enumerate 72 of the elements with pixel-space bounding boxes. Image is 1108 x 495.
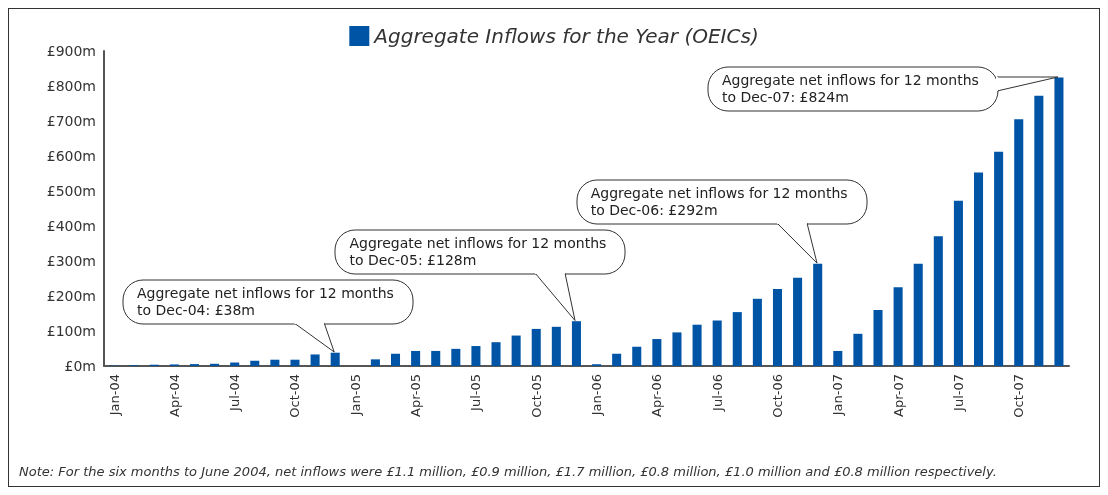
annotation: Aggregate net inflows for 12 months to Dec-06: £292m — [590, 184, 849, 219]
annotation: Aggregate net inflows for 12 months to Dec-07: £824m — [721, 71, 980, 106]
x-tick-label: Apr-04 — [166, 374, 182, 417]
annotation: Aggregate net inflows for 12 months to Dec-05: £128m — [349, 234, 608, 269]
y-tick-label: £400m — [46, 218, 96, 234]
bar — [632, 346, 642, 366]
bar — [210, 363, 220, 366]
bar — [451, 348, 461, 366]
bar — [793, 277, 803, 366]
bar — [994, 151, 1004, 366]
x-tick-label: Oct-05 — [528, 374, 544, 418]
y-tick-label: £200m — [46, 288, 96, 304]
x-tick-label: Jan-04 — [106, 374, 122, 417]
x-tick-label: Jan-06 — [589, 374, 605, 417]
bar — [672, 332, 682, 366]
x-tick-label: Jul-05 — [468, 374, 484, 412]
y-tick-label: £300m — [46, 253, 96, 269]
bar — [1034, 95, 1044, 366]
bar — [893, 287, 903, 366]
bar — [370, 359, 380, 366]
legend-label: Aggregate Inflows for the Year (OEICs) — [372, 24, 759, 48]
bar — [471, 346, 481, 366]
bar — [974, 172, 984, 366]
x-tick-label: Oct-06 — [769, 374, 785, 418]
y-tick-label: £600m — [46, 148, 96, 164]
bar — [310, 354, 320, 366]
x-tick-label: Apr-06 — [649, 374, 665, 417]
y-tick-label: £800m — [46, 78, 96, 94]
x-tick-label: Jul-07 — [950, 374, 966, 412]
bar — [612, 353, 622, 366]
bar — [290, 359, 300, 366]
text: Note: For the six months to June 2004, net inflows were £1.1 million, £0.9 million, £1.7 million, £0.8 million, £1.0 million and £0.8 million respectively. — [19, 464, 997, 479]
x-tick-label: Apr-05 — [408, 374, 424, 417]
bar — [390, 353, 401, 366]
bar — [933, 236, 943, 366]
x-tick-label: Jan-07 — [830, 374, 846, 417]
y-tick-label: £500m — [46, 183, 96, 199]
bar — [692, 324, 702, 366]
bar — [330, 352, 340, 366]
bar — [270, 359, 280, 366]
bar — [712, 320, 722, 366]
bar — [652, 339, 662, 366]
bar — [551, 326, 561, 366]
bar — [853, 333, 863, 366]
bar — [953, 200, 963, 366]
bar — [571, 321, 581, 366]
bar — [1014, 119, 1024, 366]
x-tick-label: Jul-04 — [227, 374, 243, 412]
bar — [1054, 77, 1064, 366]
x-tick-label: Apr-07 — [890, 374, 906, 417]
x-tick-label: Oct-07 — [1011, 374, 1027, 418]
bar — [250, 360, 260, 366]
y-tick-label: £900m — [46, 43, 96, 59]
bar — [431, 350, 441, 366]
y-tick-label: £100m — [46, 323, 96, 339]
bar — [873, 310, 883, 366]
bar — [752, 298, 762, 366]
bar — [732, 312, 742, 366]
y-tick-label: £700m — [46, 113, 96, 129]
bar — [511, 335, 521, 366]
annotation: Aggregate net inflows for 12 months to Dec-04: £38m — [137, 284, 395, 319]
bar — [813, 263, 823, 366]
x-tick-label: Jul-06 — [709, 374, 725, 412]
bar — [531, 328, 541, 366]
bar — [491, 342, 501, 366]
bar — [772, 289, 783, 366]
bar — [913, 263, 923, 366]
x-tick-label: Jan-05 — [347, 374, 363, 417]
y-tick-label: £0m — [64, 358, 96, 374]
bar — [833, 350, 843, 366]
bar — [411, 350, 421, 366]
x-tick-label: Oct-04 — [287, 374, 303, 418]
